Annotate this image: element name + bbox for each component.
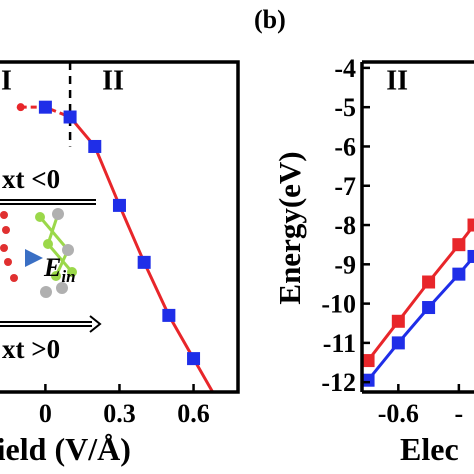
annotation-top: xt <0 bbox=[2, 164, 60, 194]
data-point bbox=[212, 395, 225, 408]
data-point bbox=[391, 314, 405, 328]
panel-b: (b) Energy(eV) Elec bbox=[254, 5, 474, 467]
x-tick-label: 0 bbox=[39, 399, 52, 428]
data-point bbox=[467, 249, 474, 263]
region-label: II bbox=[102, 66, 124, 97]
region-label: I bbox=[1, 66, 12, 97]
data-point bbox=[422, 301, 436, 315]
y-tick-label: -10 bbox=[321, 290, 356, 319]
y-tick-label: -6 bbox=[334, 132, 356, 161]
x-tick-label: 0.6 bbox=[177, 399, 210, 428]
field-symbol: Ein bbox=[43, 253, 76, 286]
data-point bbox=[63, 110, 77, 124]
data-point bbox=[38, 100, 52, 114]
y-tick-label: -5 bbox=[334, 93, 356, 122]
y-axis-label-b: Energy(eV) bbox=[272, 151, 307, 304]
data-point bbox=[467, 218, 474, 232]
data-point bbox=[452, 238, 466, 252]
y-tick-label: -4 bbox=[334, 54, 356, 83]
y-tick-label: -11 bbox=[323, 329, 356, 358]
x-tick-label: -0.6 bbox=[378, 399, 419, 428]
y-tick-label: -7 bbox=[334, 172, 356, 201]
data-point bbox=[391, 336, 405, 350]
data-point bbox=[137, 255, 151, 269]
axes-frame-a bbox=[0, 60, 240, 394]
x-axis-label-b: Elec bbox=[400, 431, 459, 467]
data-point bbox=[452, 267, 466, 281]
x-axis-label-a: field (V/Å) bbox=[0, 431, 131, 467]
annotation-bottom: xt >0 bbox=[2, 334, 60, 364]
data-point bbox=[362, 373, 375, 387]
data-point bbox=[187, 352, 201, 366]
data-point bbox=[88, 139, 102, 153]
inset-structure-icon bbox=[0, 208, 77, 298]
data-point bbox=[162, 308, 176, 322]
panel-b-title: (b) bbox=[254, 5, 286, 34]
data-point bbox=[422, 275, 436, 289]
data-point bbox=[16, 103, 25, 112]
panel-a: xt <0 xt >0 Ein field (V/Å) bbox=[0, 60, 240, 467]
region-label: II bbox=[386, 66, 408, 97]
data-point bbox=[362, 354, 375, 368]
x-tick-label: - bbox=[455, 399, 464, 428]
data-point bbox=[112, 198, 126, 212]
y-tick-label: -9 bbox=[334, 250, 356, 279]
y-tick-label: -8 bbox=[334, 211, 356, 240]
x-tick-label: 0.3 bbox=[103, 399, 136, 428]
y-tick-label: -12 bbox=[321, 368, 356, 397]
